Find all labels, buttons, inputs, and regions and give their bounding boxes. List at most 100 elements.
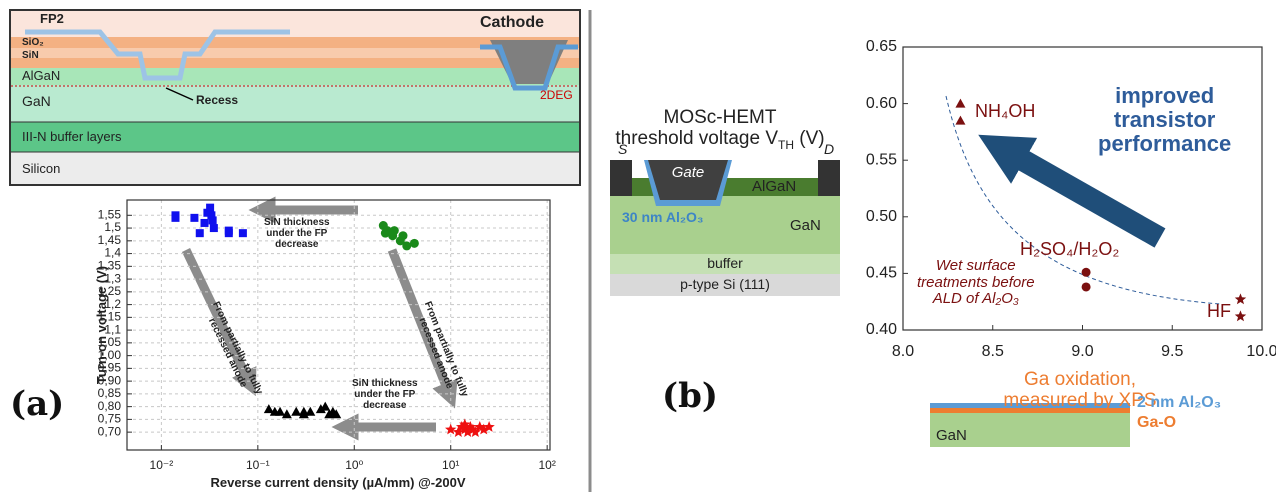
marker [464, 421, 477, 432]
marker [462, 426, 474, 437]
y-tick-label: 0,85 [98, 386, 122, 400]
drain-label: D [824, 141, 835, 157]
marker [1081, 282, 1091, 292]
y-tick-label: 1,2 [104, 297, 121, 311]
y-tick-label: 0.60 [866, 95, 897, 112]
layer-label: SiO₂ [22, 37, 44, 48]
improvement-arrow [978, 134, 1166, 248]
x-axis-label: Reverse current density (µA/mm) @-200V [210, 475, 466, 490]
xps-stack [930, 403, 1130, 447]
marker [320, 401, 331, 411]
marker [402, 241, 412, 251]
y-tick-label: 0,75 [98, 412, 122, 426]
y-tick-label: 1,15 [98, 310, 122, 324]
xps-gao-label: Ga-O [1137, 414, 1177, 431]
panel-label: (b) [662, 376, 718, 416]
y-tick-label: 1,05 [98, 335, 122, 349]
y-tick-label: 1,5 [104, 220, 121, 234]
x-tick-label: 8.5 [982, 343, 1004, 360]
marker [398, 231, 408, 241]
y-tick-label: 0.65 [866, 38, 897, 55]
y-tick-label: 0.40 [866, 321, 897, 338]
layer-label: AlGaN [22, 68, 61, 83]
annotation: improved transistor performance [1098, 83, 1232, 157]
y-tick-label: 0,70 [98, 424, 122, 438]
layer-label: GaN [22, 93, 51, 109]
marker [1234, 293, 1247, 305]
source-label: S [618, 141, 628, 157]
marker [955, 115, 966, 125]
marker [1081, 267, 1091, 277]
plot-frame [902, 46, 1263, 331]
y-tick-label: 0,95 [98, 361, 122, 375]
x-axis-label: Ga oxidation, measured by XPS [1003, 369, 1157, 411]
x-tick-label: 10⁻² [150, 458, 174, 472]
marker [224, 229, 233, 238]
cathode-label: Cathode [480, 14, 544, 31]
marker [389, 226, 399, 236]
marker [171, 213, 180, 222]
x-tick-label: 10² [538, 458, 555, 472]
y-tick-label: 1,55 [98, 207, 122, 221]
marker [263, 404, 274, 414]
marker [469, 426, 481, 437]
y-tick-label: 1,25 [98, 284, 122, 298]
x-tick-label: 10¹ [442, 458, 459, 472]
marker [467, 423, 479, 435]
y-tick-label: 0.55 [866, 151, 897, 168]
buffer-label: buffer [707, 255, 743, 271]
marker [445, 423, 457, 435]
substrate-label: p-type Si (111) [680, 276, 770, 292]
marker [305, 406, 316, 416]
marker [208, 216, 217, 225]
annotation: NH₄OH [975, 101, 1036, 121]
marker [1234, 310, 1247, 322]
y-axis-label: Turn-on voltage (V) [93, 265, 109, 385]
y-tick-label: 1,35 [98, 258, 122, 272]
annotation: SiN thickness under the FP decrease [264, 217, 330, 250]
x-tick-label: 9.5 [1161, 343, 1183, 360]
layer-label: Silicon [22, 161, 61, 176]
recess-label: Recess [196, 93, 239, 107]
marker [483, 421, 495, 432]
marker [207, 211, 216, 220]
x-tick-label: 10.0 [1246, 343, 1276, 360]
layer-label: III-N buffer layers [22, 129, 122, 144]
marker [459, 423, 471, 435]
y-tick-label: 0,80 [98, 399, 122, 413]
xps-oxide-label: 2 nm Al₂O₃ [1137, 394, 1222, 411]
marker [195, 229, 204, 238]
plot-frame [126, 199, 551, 451]
2deg-label: 2DEG [540, 88, 573, 102]
marker [456, 421, 468, 432]
marker [209, 224, 218, 233]
gan-label: GaN [790, 217, 821, 234]
panel-label: (a) [10, 384, 65, 424]
y-tick-label: 1,1 [104, 322, 121, 336]
marker [291, 406, 302, 416]
cross-section [9, 9, 581, 186]
xps-gan-label: GaN [936, 427, 967, 444]
x-tick-label: 8.0 [892, 343, 914, 360]
y-tick-label: 0.50 [866, 208, 897, 225]
marker [281, 409, 292, 419]
x-tick-label: 9.0 [1071, 343, 1093, 360]
y-tick-label: 1,3 [104, 271, 121, 285]
marker [206, 203, 215, 212]
marker [238, 229, 247, 238]
layer-label: SiN [22, 50, 39, 61]
marker [200, 218, 209, 227]
marker [275, 406, 286, 416]
y-tick-label: 0,90 [98, 373, 122, 387]
annotation: H₂SO₄/H₂O₂ [1020, 239, 1120, 259]
fp2-label: FP2 [40, 11, 64, 26]
marker [298, 406, 309, 416]
x-tick-label: 10⁻¹ [246, 458, 270, 472]
y-tick-label: 1,4 [104, 246, 121, 260]
y-axis-label-text: (V) [794, 127, 825, 149]
x-tick-label: 10⁰ [345, 458, 363, 472]
marker [459, 418, 471, 430]
marker [409, 238, 419, 248]
